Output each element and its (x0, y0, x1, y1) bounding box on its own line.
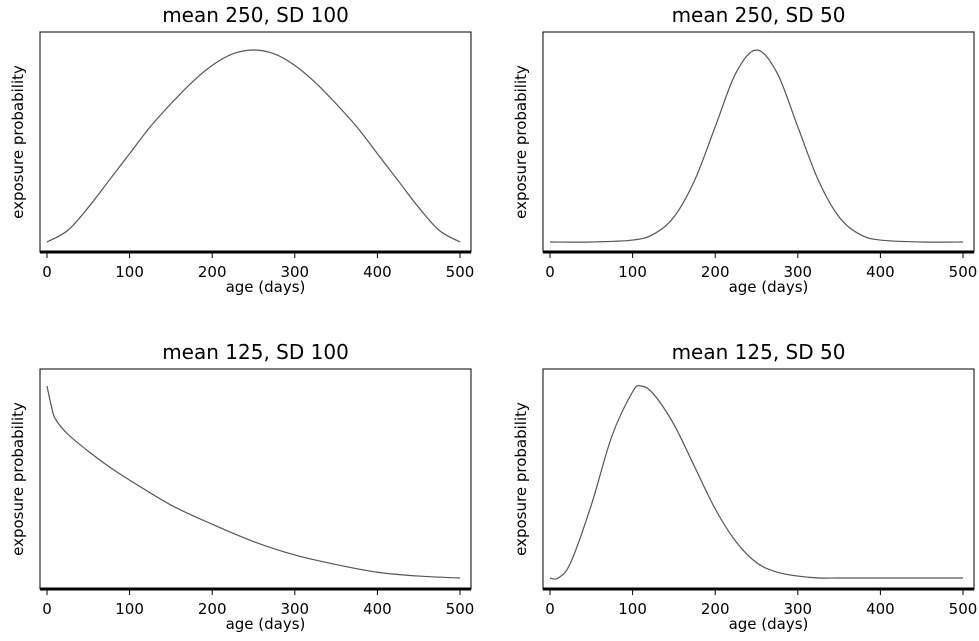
x-tick-label: 0 (545, 600, 555, 618)
plot-frame (542, 368, 975, 590)
x-tick-label: 0 (545, 263, 555, 281)
x-tick-label: 100 (618, 263, 647, 281)
x-tick-label: 0 (42, 263, 52, 281)
chart-title: mean 250, SD 100 (162, 3, 349, 27)
x-tick-label: 100 (115, 263, 144, 281)
x-tick-label: 300 (280, 600, 309, 618)
x-tick-label: 100 (115, 600, 144, 618)
x-tick-label: 300 (783, 600, 812, 618)
x-tick-label: 200 (198, 263, 227, 281)
chart-title: mean 125, SD 50 (672, 340, 846, 364)
x-tick-label: 400 (866, 263, 895, 281)
x-tick-label: 400 (363, 600, 392, 618)
x-tick-label: 300 (783, 263, 812, 281)
y-axis-label: exposure probability (512, 402, 530, 556)
x-tick-label: 200 (701, 600, 730, 618)
x-tick-label: 500 (446, 263, 475, 281)
x-tick-label: 0 (42, 600, 52, 618)
x-axis-label: age (days) (226, 615, 306, 633)
chart-panel-3: mean 125, SD 100 exposure probability 0 100… (9, 340, 474, 633)
x-tick-label: 300 (280, 263, 309, 281)
x-axis-label: age (days) (729, 278, 809, 296)
series-line (46, 49, 461, 243)
chart-title: mean 125, SD 100 (162, 340, 349, 364)
y-axis-label: exposure probability (512, 65, 530, 219)
plot-frame (39, 368, 472, 590)
x-tick-label: 500 (446, 600, 475, 618)
chart-panel-1: mean 250, SD 100 exposure probability 0 100… (9, 3, 474, 296)
chart-panel-2: mean 250, SD 50 exposure probability 0 100 2… (512, 3, 977, 296)
series-line (549, 49, 964, 243)
x-tick-label: 100 (618, 600, 647, 618)
x-axis-label: age (days) (226, 278, 306, 296)
x-tick-label: 200 (701, 263, 730, 281)
x-tick-label: 400 (866, 600, 895, 618)
y-axis-label: exposure probability (9, 402, 27, 556)
series-line (46, 385, 461, 579)
x-tick-label: 500 (949, 263, 978, 281)
chart-panel-4: mean 125, SD 50 exposure probability 0 100 2… (512, 340, 977, 633)
chart-title: mean 250, SD 50 (672, 3, 846, 27)
plot-frame (542, 31, 975, 253)
x-tick-label: 500 (949, 600, 978, 618)
x-axis-label: age (days) (729, 615, 809, 633)
y-axis-label: exposure probability (9, 65, 27, 219)
x-tick-label: 200 (198, 600, 227, 618)
plot-frame (39, 31, 472, 253)
x-tick-label: 400 (363, 263, 392, 281)
series-line (549, 384, 963, 580)
